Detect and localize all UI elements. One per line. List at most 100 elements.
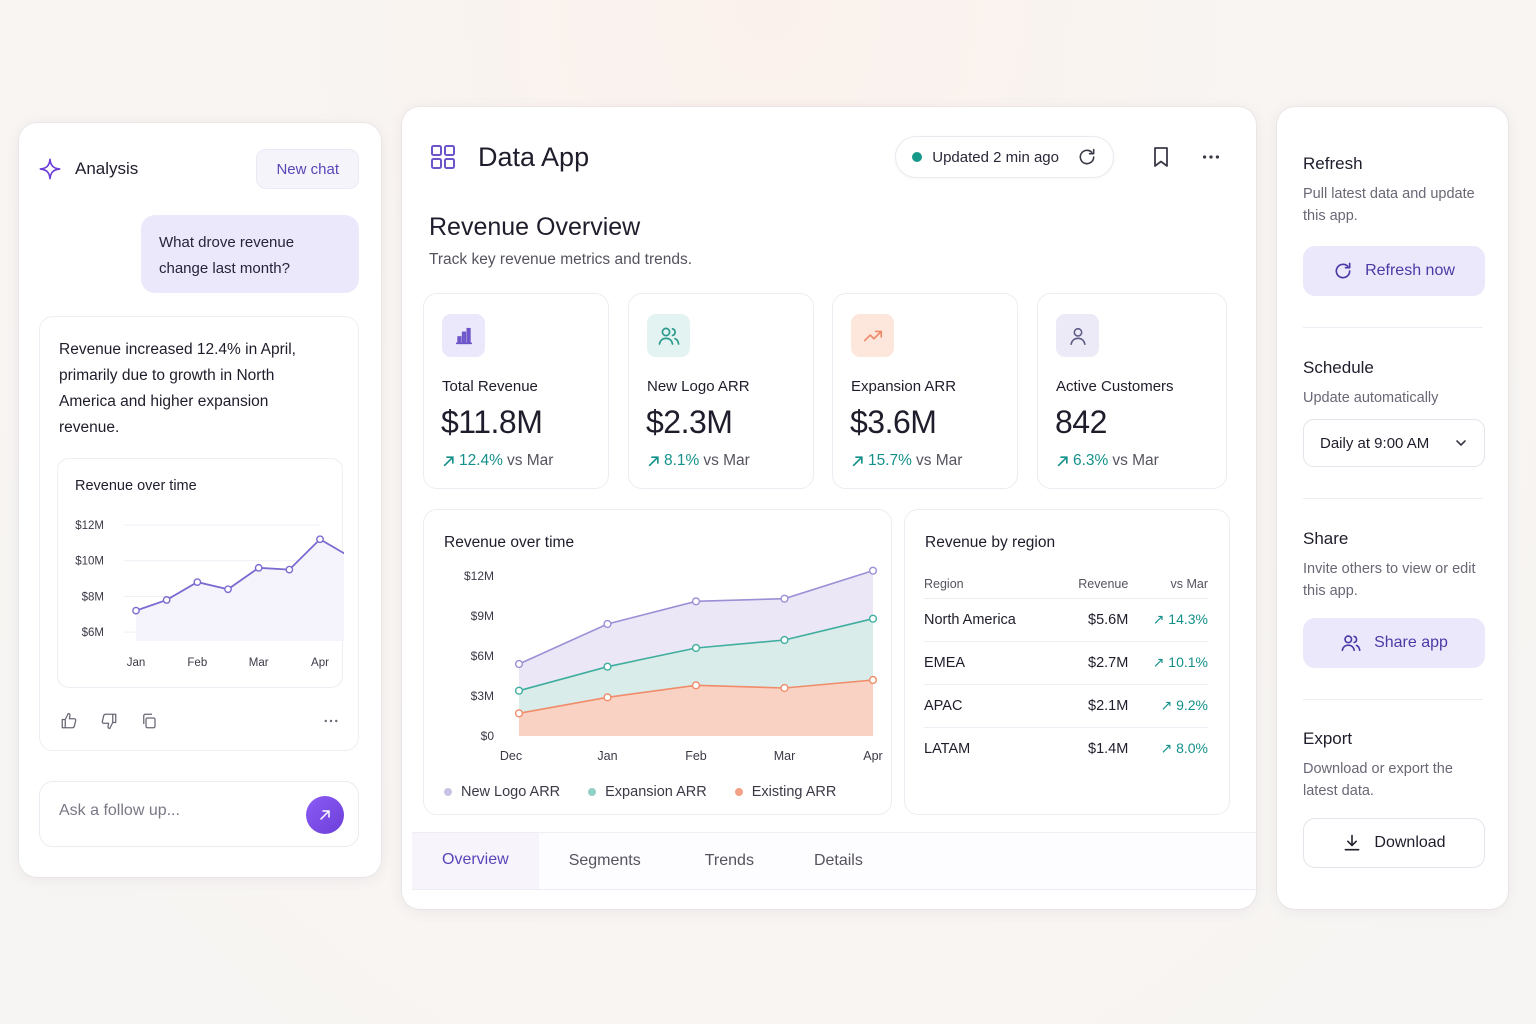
x-tick-label: Mar: [774, 749, 796, 763]
refresh-now-button[interactable]: Refresh now: [1303, 246, 1485, 296]
answer-actions: [60, 709, 340, 733]
data-point: [868, 614, 878, 623]
share-section: Share Invite others to view or edit this…: [1303, 529, 1485, 668]
kpi-delta-suffix: vs Mar: [703, 452, 750, 469]
data-point: [316, 535, 324, 544]
data-point: [514, 659, 524, 669]
thumbs-up-icon[interactable]: [60, 712, 78, 730]
tab-overview[interactable]: Overview: [412, 833, 539, 889]
table-row[interactable]: APAC $2.1M ↗ 9.2%: [924, 684, 1208, 728]
actions-panel: Refresh Pull latest data and update this…: [1277, 107, 1508, 909]
download-button[interactable]: Download: [1303, 818, 1485, 868]
page-title: Revenue Overview: [429, 213, 641, 241]
assistant-answer-card: Revenue increased 12.4% in April, primar…: [39, 316, 359, 751]
follow-up-input[interactable]: [59, 802, 289, 820]
legend-label: New Logo ARR: [461, 784, 561, 800]
user-message: What drove revenue change last month?: [141, 215, 359, 293]
data-point: [603, 693, 612, 702]
data-point: [780, 683, 789, 693]
share-description: Invite others to view or edit this app.: [1303, 561, 1476, 599]
data-point: [868, 566, 878, 575]
region-cell: LATAM: [924, 740, 971, 757]
kpi-card-active-customers[interactable]: Active Customers 842 6.3% vs Mar: [1037, 293, 1227, 489]
mini-chart-title: Revenue over time: [75, 478, 197, 494]
x-tick-label: Jan: [127, 657, 146, 669]
kpi-delta: 8.1% vs Mar: [647, 452, 750, 470]
divider: [1303, 327, 1483, 328]
export-description: Download or export the latest data.: [1303, 761, 1453, 799]
y-tick-label: $10M: [75, 556, 104, 568]
x-tick-label: Feb: [685, 749, 707, 763]
refresh-now-label: Refresh now: [1365, 262, 1455, 279]
users-icon: [1341, 635, 1361, 652]
kpi-label: New Logo ARR: [647, 378, 750, 395]
legend-item-new-logo: New Logo ARR: [444, 784, 560, 800]
legend-dot: [444, 788, 452, 796]
chat-title: Analysis: [75, 159, 139, 178]
data-point: [193, 578, 202, 587]
kpi-card-new-logo-arr[interactable]: New Logo ARR $2.3M 8.1% vs Mar: [628, 293, 814, 489]
column-header: Revenue: [1056, 570, 1129, 599]
refresh-icon[interactable]: [1077, 147, 1097, 167]
data-point: [868, 675, 878, 685]
mini-revenue-chart: Revenue over time $12M $10M $8M $6M Jan Feb Ma…: [57, 458, 344, 688]
change-cell: ↗ 8.0%: [1128, 727, 1208, 770]
kpi-card-expansion-arr[interactable]: Expansion ARR $3.6M 15.7% vs Mar: [832, 293, 1018, 489]
share-app-button[interactable]: Share app: [1303, 618, 1485, 668]
divider: [1303, 699, 1483, 700]
schedule-value: Daily at 9:00 AM: [1320, 434, 1430, 452]
existing-series-area: [519, 680, 873, 736]
data-point: [603, 662, 612, 671]
tab-segments[interactable]: Segments: [568, 852, 641, 869]
kpi-label: Total Revenue: [442, 378, 538, 395]
x-tick-label: Apr: [311, 657, 329, 669]
data-point: [224, 585, 232, 594]
refresh-description: Pull latest data and update this app.: [1303, 186, 1475, 224]
region-table: Region Revenue vs Mar North America $5.6…: [924, 570, 1208, 770]
more-options-button[interactable]: [1194, 140, 1228, 174]
region-cell: APAC: [924, 684, 1057, 728]
table-row[interactable]: LATAM $1.4M ↗ 8.0%: [924, 727, 1208, 770]
tab-details[interactable]: Details: [813, 852, 863, 869]
refresh-title: Refresh: [1303, 154, 1363, 173]
x-tick-label: Dec: [500, 749, 522, 763]
kpi-card-total-revenue[interactable]: Total Revenue $11.8M 12.4% vs Mar: [423, 293, 609, 489]
table-row[interactable]: EMEA $2.7M ↗ 10.1%: [924, 641, 1208, 685]
new-chat-button[interactable]: New chat: [256, 149, 359, 189]
app-title: Data App: [478, 141, 590, 172]
bookmark-button[interactable]: [1144, 140, 1178, 174]
grid-icon: [431, 145, 455, 169]
revenue-by-region-card: Revenue by region Region Revenue vs Mar …: [904, 509, 1230, 815]
tab-bar: Overview Segments Trends Details: [412, 832, 1256, 890]
table-row[interactable]: North America $5.6M ↗ 14.3%: [924, 598, 1208, 642]
kpi-delta-suffix: vs Mar: [1112, 452, 1159, 469]
download-label: Download: [1374, 834, 1446, 851]
schedule-select[interactable]: Daily at 9:00 AM: [1303, 419, 1485, 467]
sparkle-icon: [39, 158, 61, 180]
mini-chart-svg: $12M $10M $8M $6M Jan Feb Mar Apr: [75, 520, 344, 669]
schedule-title: Schedule: [1303, 358, 1374, 377]
tab-trends[interactable]: Trends: [704, 852, 754, 869]
copy-icon[interactable]: [140, 712, 158, 730]
data-point: [162, 596, 171, 604]
export-title: Export: [1303, 729, 1353, 748]
export-section: Export Download or export the latest dat…: [1303, 729, 1485, 868]
column-header: Region: [924, 570, 1057, 599]
thumbs-down-icon[interactable]: [100, 712, 118, 730]
send-button[interactable]: [306, 796, 344, 834]
more-icon[interactable]: [322, 712, 340, 730]
y-tick-label: $3M: [471, 689, 494, 703]
y-tick-label: $12M: [75, 520, 104, 532]
change-value: 14.3%: [1168, 611, 1208, 627]
status-dot: [912, 152, 923, 162]
table-header-row: Region Revenue vs Mar: [924, 570, 1208, 599]
x-tick-label: Mar: [249, 657, 269, 669]
bar-chart-icon: [442, 314, 485, 357]
updated-label: Updated 2 min ago: [932, 148, 1059, 166]
app-header: Data App Updated 2 min ago: [430, 135, 1228, 179]
change-value: 9.2%: [1176, 697, 1208, 713]
revenue-over-time-card: Revenue over time $12M $9M $6M $3M $0 Dec Jan F…: [423, 509, 892, 815]
revenue-cell: $2.1M: [1056, 684, 1129, 728]
trending-up-icon: [851, 314, 894, 357]
change-value: 8.0%: [1176, 740, 1208, 757]
